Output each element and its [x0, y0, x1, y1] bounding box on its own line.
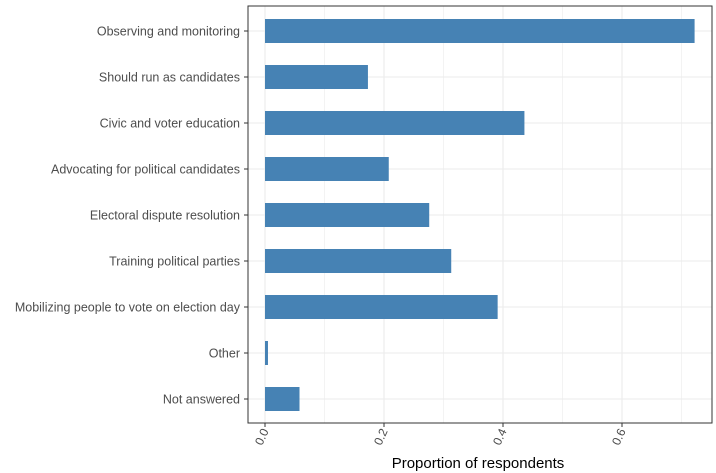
category-label: Electoral dispute resolution	[90, 209, 240, 223]
x-tick-label: 0.0	[252, 426, 272, 447]
category-label: Other	[209, 347, 240, 361]
x-tick-label: 0.6	[609, 426, 629, 447]
bar	[265, 203, 429, 227]
bar	[265, 111, 524, 135]
category-label: Advocating for political candidates	[51, 163, 240, 177]
x-tick-label: 0.2	[371, 426, 391, 447]
category-label: Observing and monitoring	[97, 25, 240, 39]
category-label: Civic and voter education	[100, 117, 240, 131]
x-tick-labels: 0.0 0.2 0.4 0.6	[252, 423, 629, 447]
bar	[265, 65, 368, 89]
bar	[265, 295, 498, 319]
bar	[265, 19, 695, 43]
category-label: Should run as candidates	[99, 71, 240, 85]
category-label: Training political parties	[109, 255, 240, 269]
x-axis-title: Proportion of respondents	[392, 455, 565, 472]
bar	[265, 157, 389, 181]
bar	[265, 341, 268, 365]
category-label: Not answered	[163, 393, 240, 407]
x-tick-label: 0.4	[490, 426, 510, 447]
category-labels: Observing and monitoring Should run as ca…	[15, 25, 248, 407]
bar	[265, 249, 451, 273]
category-label: Mobilizing people to vote on election da…	[15, 301, 241, 315]
bar	[265, 387, 300, 411]
